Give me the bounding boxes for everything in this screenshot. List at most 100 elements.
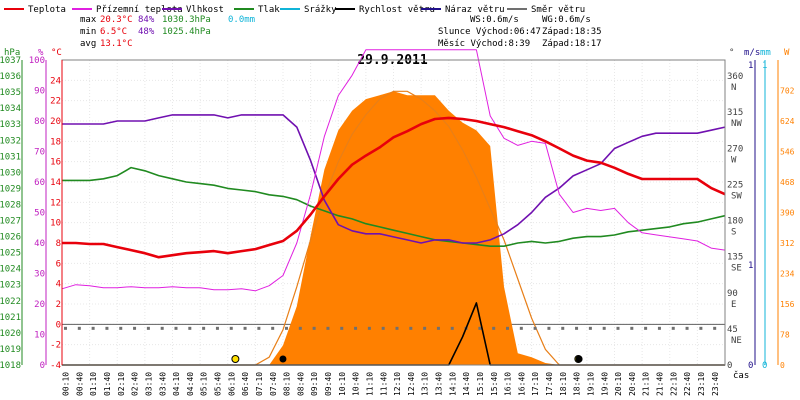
legend-label: Srážky <box>304 5 337 15</box>
humidity-tick-label: 60 <box>34 178 45 188</box>
humidity-axis-unit: % <box>38 48 44 58</box>
wind-direction-point <box>105 326 109 330</box>
wind-direction-point <box>312 326 316 330</box>
wind-direction-point <box>202 326 206 330</box>
info-sunrise: Slunce Východ:06:47 <box>438 27 541 37</box>
stats-temp: 13.1°C <box>100 39 133 49</box>
time-tick-label: 01:40 <box>103 372 112 396</box>
wind-direction-point <box>713 326 717 330</box>
time-tick-label: 11:40 <box>379 372 388 396</box>
humidity-tick-label: 50 <box>34 209 45 219</box>
wind-direction-point <box>367 326 371 330</box>
temperature-tick-label: 4 <box>56 280 61 290</box>
direction-tick-label: 315 <box>727 108 743 118</box>
humidity-tick-label: 100 <box>29 56 45 66</box>
temperature-tick-label: 2 <box>56 300 61 310</box>
wind-direction-point <box>215 326 219 330</box>
direction-cardinal-label: S <box>731 228 736 238</box>
time-tick-label: 21:40 <box>656 372 665 396</box>
time-tick-label: 20:40 <box>628 372 637 396</box>
info-moonrise: Měsíc Východ:8:39 <box>438 39 530 49</box>
temperature-tick-label: 24 <box>50 76 61 86</box>
stats-pressure: 1025.4hPa <box>162 27 211 37</box>
temperature-tick-label: 8 <box>56 239 61 249</box>
time-tick-label: 14:10 <box>448 372 457 396</box>
info-wind-gust: WG:0.6m/s <box>542 15 591 25</box>
wind-direction-point <box>699 326 703 330</box>
humidity-tick-label: 90 <box>34 87 45 97</box>
time-tick-label: 16:10 <box>504 372 513 396</box>
time-tick-label: 15:10 <box>476 372 485 396</box>
stats-label: max <box>80 15 97 25</box>
pressure-tick-label: 1031 <box>0 152 21 162</box>
time-tick-label: 15:40 <box>490 372 499 396</box>
direction-cardinal-label: NE <box>731 336 742 346</box>
pressure-tick-label: 1035 <box>0 88 21 98</box>
temperature-tick-label: 16 <box>50 158 61 168</box>
pressure-tick-label: 1034 <box>0 104 21 114</box>
pressure-tick-label: 1024 <box>0 265 21 275</box>
humidity-tick-label: 70 <box>34 148 45 158</box>
wind-direction-point <box>146 326 150 330</box>
temperature-tick-label: 20 <box>50 117 61 127</box>
time-tick-label: 10:10 <box>338 372 347 396</box>
wind-direction-point <box>478 326 482 330</box>
direction-cardinal-label: SE <box>731 264 742 274</box>
time-tick-label: 10:40 <box>352 372 361 396</box>
time-tick-label: 20:10 <box>614 372 623 396</box>
sunrise-marker <box>231 355 240 363</box>
direction-tick-label: 360 <box>727 72 743 82</box>
time-tick-label: 03:40 <box>158 372 167 396</box>
direction-cardinal-label: SW <box>731 191 742 201</box>
direction-tick-label: 135 <box>727 253 743 263</box>
humidity-tick-label: 0 <box>40 361 45 371</box>
legend-label: Vlhkost <box>186 5 224 15</box>
wind-direction-point <box>395 326 399 330</box>
temperature-tick-label: -2 <box>50 341 61 351</box>
humidity-tick-label: 10 <box>34 331 45 341</box>
legend-label: Přízemní teplota <box>96 5 183 15</box>
wind-direction-point <box>575 326 579 330</box>
pressure-tick-label: 1037 <box>0 56 21 66</box>
time-tick-label: 05:10 <box>200 372 209 396</box>
stats-temp: 20.3°C <box>100 15 133 25</box>
time-tick-label: 19:40 <box>600 372 609 396</box>
series-line-vlhkost <box>62 114 726 244</box>
solar-tick-label: 390 <box>780 209 795 218</box>
wind-direction-point <box>492 326 496 330</box>
pressure-tick-label: 1036 <box>0 72 21 82</box>
pressure-tick-label: 1019 <box>0 345 21 355</box>
temperature-tick-label: 18 <box>50 137 61 147</box>
time-tick-label: 12:40 <box>407 372 416 396</box>
wind-direction-point <box>630 326 634 330</box>
pressure-tick-label: 1023 <box>0 281 21 291</box>
solar-area <box>62 91 725 366</box>
stats-rain: 0.0mm <box>228 15 255 25</box>
direction-tick-label: 0 <box>727 361 732 371</box>
wind-direction-point <box>354 326 358 330</box>
wind-direction-point <box>588 326 592 330</box>
direction-cardinal-label: E <box>731 300 736 310</box>
time-tick-label: 23:40 <box>711 372 720 396</box>
moonrise-marker <box>279 355 287 363</box>
wind-axis-unit: m/s <box>744 48 760 58</box>
wind-direction-point <box>340 326 344 330</box>
wind-direction-point <box>519 326 523 330</box>
temperature-axis-unit: °C <box>51 48 62 58</box>
time-tick-label: 04:10 <box>172 372 181 396</box>
legend-label: Rychlost větru <box>359 5 435 15</box>
stats-pressure: 1030.3hPa <box>162 15 211 25</box>
time-tick-label: 17:10 <box>531 372 540 396</box>
wind-direction-point <box>133 326 137 330</box>
solar-tick-label: 234 <box>780 270 795 279</box>
wind-direction-point <box>381 326 385 330</box>
time-tick-label: 11:10 <box>365 372 374 396</box>
wind-direction-point <box>77 326 81 330</box>
time-tick-label: 17:40 <box>545 372 554 396</box>
temperature-tick-label: 12 <box>50 198 61 208</box>
wind-direction-point <box>298 326 302 330</box>
wind-direction-point <box>188 326 192 330</box>
series-line-teplota <box>62 116 726 259</box>
direction-tick-label: 45 <box>727 325 738 335</box>
